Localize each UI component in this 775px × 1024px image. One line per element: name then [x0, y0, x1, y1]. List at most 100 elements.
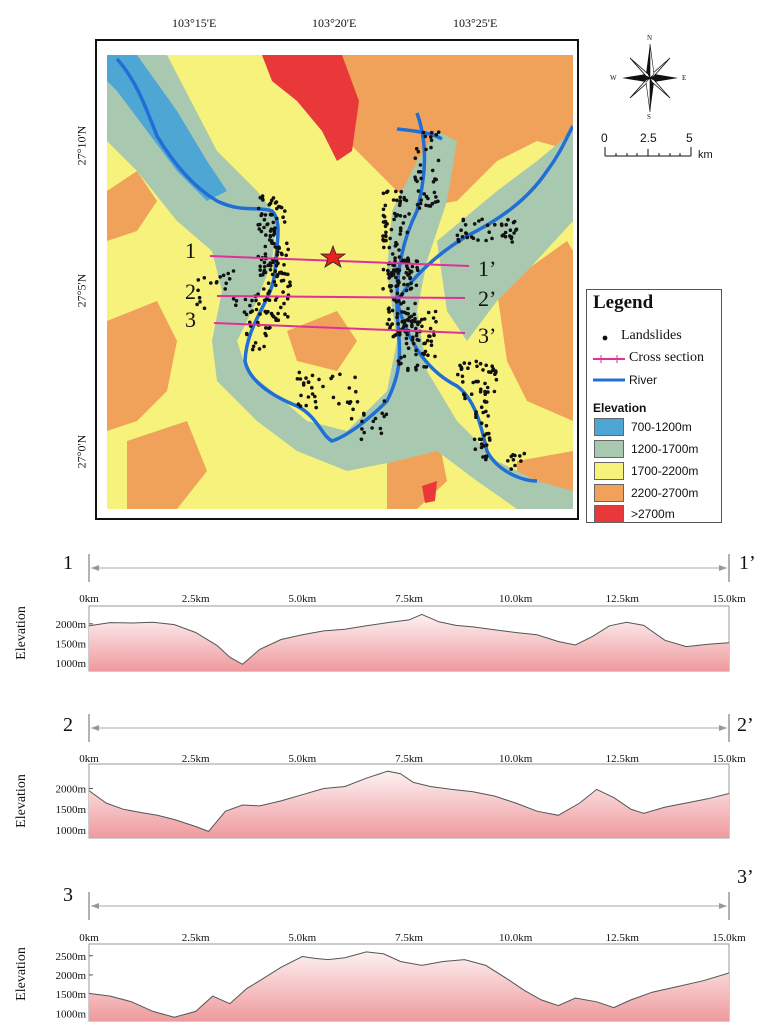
landslide-point: [272, 280, 277, 284]
landslide-point: [392, 263, 397, 268]
scale-0: 0: [601, 131, 608, 145]
landslide-point: [355, 400, 360, 404]
landslide-point: [430, 201, 435, 206]
landslide-point: [382, 245, 386, 250]
landslide-point: [499, 222, 504, 226]
landslide-point: [267, 202, 272, 207]
landslide-point: [484, 454, 489, 459]
landslide-point: [259, 229, 264, 234]
landslide-point: [407, 212, 411, 216]
landslide-point: [283, 209, 287, 213]
landslide-point: [490, 364, 495, 369]
legend-river: River: [629, 373, 658, 387]
landslide-point: [412, 312, 417, 317]
landslide-point: [386, 269, 390, 273]
swatch-1200-1700: [594, 440, 624, 458]
landslide-point: [284, 253, 288, 258]
landslide-point: [514, 228, 518, 232]
landslide-point: [522, 451, 527, 456]
legend-cross-section: Cross section: [629, 350, 705, 365]
landslide-point: [262, 225, 266, 230]
lat-label-3: 27°0'N: [74, 434, 89, 469]
landslide-point: [337, 401, 341, 406]
landslide-point: [304, 403, 308, 408]
landslide-point: [278, 270, 282, 275]
landslide-point: [463, 396, 467, 401]
landslide-point: [262, 260, 267, 265]
landslide-point: [370, 426, 374, 430]
landslide-point: [477, 437, 482, 442]
landslide-point: [362, 430, 367, 435]
profile-3-chart: 0km 2.5km 5.0km 7.5km 10.0km 12.5km 15.0km 2500…: [55, 892, 746, 1022]
landslide-point: [413, 156, 418, 160]
landslide-point: [278, 205, 282, 209]
landslide-point: [381, 191, 386, 196]
compass-n: N: [647, 34, 653, 42]
landslide-point: [338, 372, 342, 377]
y-tick-label: 1000m: [55, 1008, 86, 1020]
landslide-point: [262, 344, 266, 349]
landslide-point: [424, 147, 428, 152]
landslide-point: [426, 196, 430, 201]
landslide-point: [434, 133, 439, 137]
landslide-point: [466, 366, 470, 371]
landslide-point: [481, 455, 485, 459]
landslide-point: [218, 275, 222, 279]
landslide-point: [360, 419, 364, 424]
landslide-point: [310, 373, 315, 378]
landslide-point: [381, 287, 385, 291]
landslide-point: [392, 217, 396, 222]
landslide-point: [396, 271, 400, 275]
compass-rose-icon: [622, 43, 678, 113]
landslide-point: [395, 291, 400, 296]
y-tick-label: 1000m: [55, 825, 86, 837]
landslide-point: [281, 290, 285, 294]
landslide-point: [408, 275, 413, 280]
landslide-point: [478, 389, 483, 394]
landslide-point: [409, 281, 413, 286]
elev-zone-2200-2700: [107, 171, 157, 241]
landslide-point: [509, 467, 513, 471]
swatch-700-1200: [594, 418, 624, 436]
landslide-point: [273, 269, 278, 273]
landslide-point: [262, 264, 267, 269]
landslide-point: [423, 134, 428, 139]
cross-section-1: [209, 255, 470, 267]
landslide-point: [264, 326, 268, 330]
compass-e: E: [682, 74, 687, 82]
landslide-point: [430, 168, 435, 173]
landslide-point: [422, 192, 427, 196]
landslide-point: [429, 130, 434, 135]
landslide-point: [405, 266, 410, 271]
landslide-point: [392, 211, 397, 216]
landslide-point: [474, 359, 479, 364]
landslide-point: [484, 443, 489, 447]
landslide-point: [397, 299, 401, 303]
landslide-point: [482, 444, 486, 448]
landslide-point: [283, 312, 287, 317]
landslide-point: [481, 410, 486, 415]
landslide-point: [459, 367, 464, 372]
landslide-point: [274, 318, 278, 323]
landslide-point: [398, 214, 403, 218]
landslide-point: [404, 336, 409, 341]
landslide-point: [473, 447, 478, 452]
y-tick-label: 2000m: [55, 784, 86, 796]
landslide-point: [406, 312, 411, 316]
landslide-point: [418, 201, 423, 206]
epicenter-star-icon: [319, 244, 347, 268]
landslide-point: [359, 437, 364, 442]
landslide-point: [260, 212, 264, 216]
landslide-point: [426, 204, 431, 208]
profile-1-start: 1: [63, 552, 73, 574]
landslide-point: [414, 326, 418, 331]
landslide-point: [506, 459, 510, 463]
landslide-point: [394, 284, 398, 288]
landslide-point: [387, 245, 392, 250]
landslide-point: [271, 314, 276, 319]
landslide-point: [279, 305, 283, 310]
legend-class-1: 700-1200m: [631, 420, 692, 434]
landslide-point: [394, 189, 398, 194]
landslide-point: [310, 392, 315, 396]
lon-label-2: 103°20'E: [312, 16, 357, 30]
